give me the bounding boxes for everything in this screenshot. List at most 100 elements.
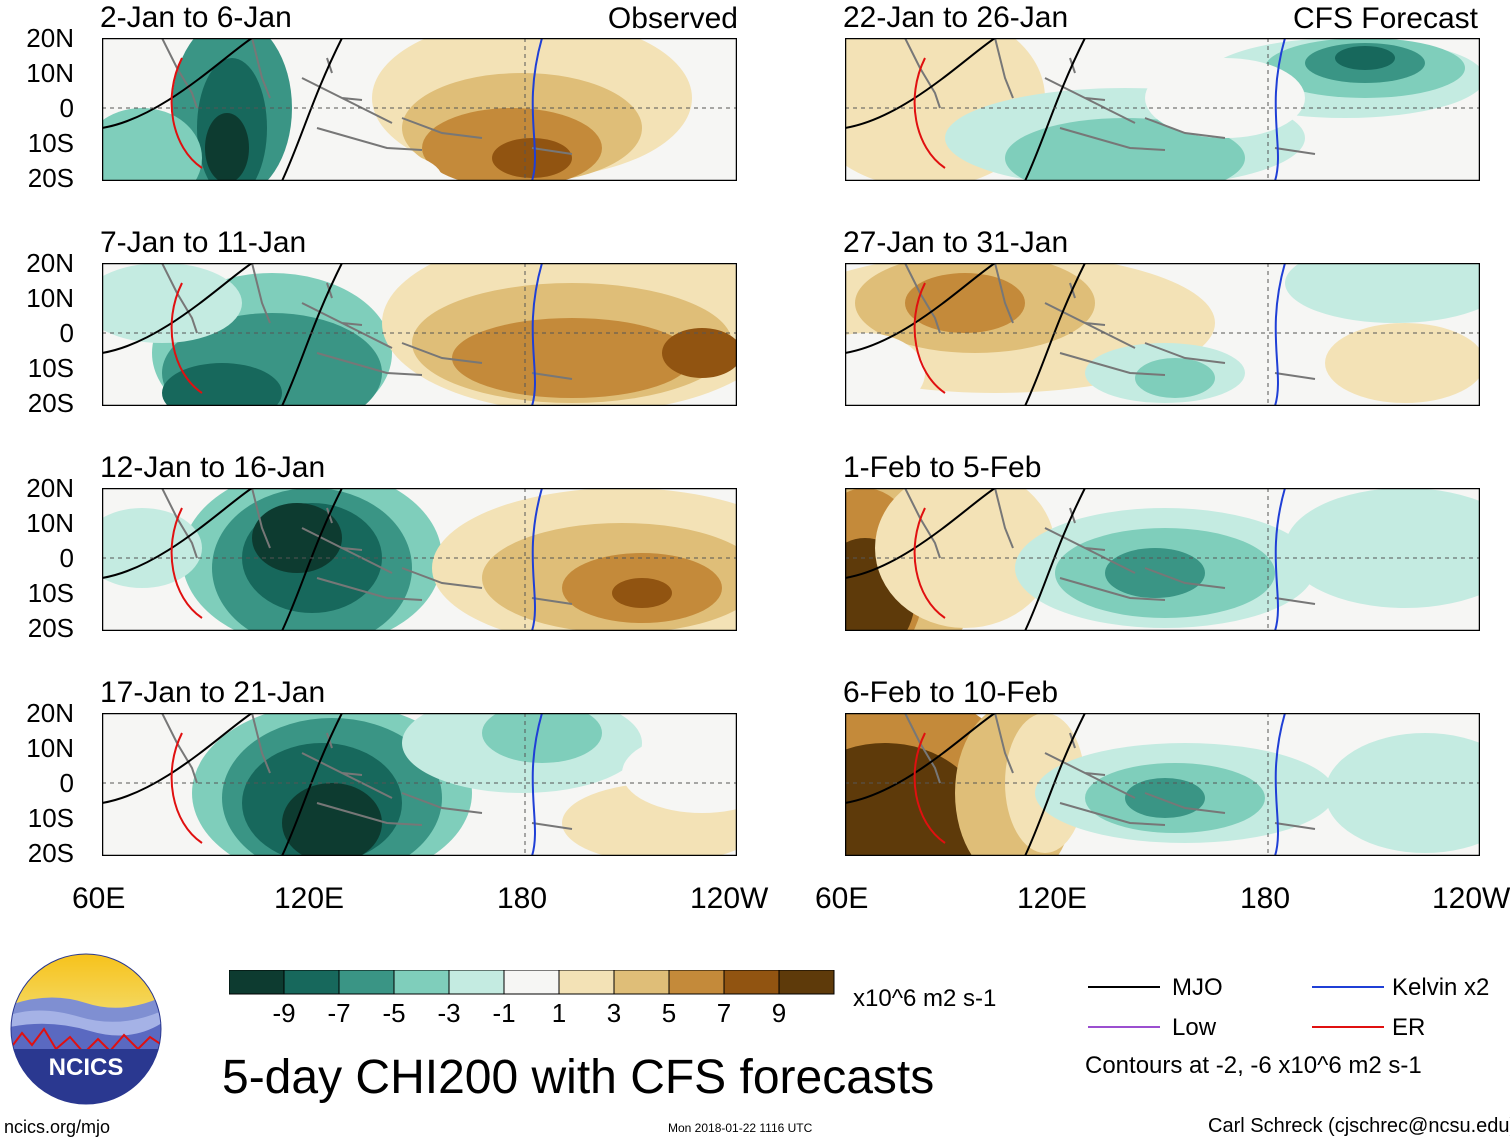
lon-label-120e: 120E [274,882,345,915]
er-contour [913,507,946,619]
legend-contours-note: Contours at -2, -6 x10^6 m2 s-1 [1085,1052,1422,1079]
map-plot [102,263,737,406]
lat-label: 20N [26,698,74,728]
colorbar-tick-label: 1 [551,998,567,1028]
kelvin-contour [531,263,543,406]
er-contour [913,732,946,844]
kelvin-contour [1274,713,1286,856]
colorbar-tick-label: 3 [606,998,622,1028]
chi200-shading [162,363,282,406]
lat-label: 20S [27,838,74,868]
map-plot [845,38,1480,181]
kelvin-contour [531,488,543,631]
colorbar-swatch [393,969,450,995]
kelvin-contour [1274,263,1286,406]
er-contour [170,507,203,619]
lat-label: 0 [59,768,74,798]
mjo-contour [845,38,1086,181]
low-line-swatch [1088,1026,1160,1028]
lat-label: 10S [27,128,74,158]
chi200-shading [1285,263,1480,323]
chi200-shading [1135,358,1215,398]
map-frame [845,713,1480,856]
colorbar-swatch [448,969,505,995]
lon-label-60e: 60E [72,882,126,915]
er-contour [913,282,946,394]
panel-date-range: 2-Jan to 6-Jan [100,1,292,34]
chi200-shading [622,733,737,813]
chi200-shading [1335,46,1395,70]
lat-label: 20S [27,388,74,418]
chi200-shading [612,578,672,608]
colorbar-tick-label: -5 [382,998,406,1028]
chi200-shading [1285,488,1480,608]
chi200-shading [492,138,572,178]
lat-label: 0 [59,543,74,573]
mjo-contour [102,488,343,631]
lon-label-180: 180 [1240,882,1291,915]
panel-date-range: 22-Jan to 26-Jan [843,1,1069,34]
legend-low: Low [1172,1014,1217,1041]
er-line-swatch [1312,1026,1384,1028]
chi200-shading [1125,778,1205,818]
forecast-label: CFS Forecast [1292,2,1478,35]
map-frame [845,38,1480,181]
mjo-contour [845,713,1086,856]
lat-label: 0 [59,93,74,123]
map-plot [102,713,737,856]
lon-label-120w: 120W [690,882,769,915]
panel-date-range: 6-Feb to 10-Feb [843,676,1059,709]
footer-site-link[interactable]: ncics.org/mjo [4,1117,111,1137]
lon-label-120w: 120W [1432,884,1510,914]
legend-er: ER [1392,1014,1426,1041]
panel-date-range: 27-Jan to 31-Jan [843,226,1069,259]
colorbar-tick-label: -9 [272,998,296,1028]
lat-label: 20S [27,163,74,193]
map-plot [845,488,1480,631]
chi200-shading [662,328,737,378]
panel-date-range: 17-Jan to 21-Jan [100,676,326,709]
map-frame [845,488,1480,631]
colorbar-swatch [558,969,615,995]
map-frame [102,38,737,181]
colorbar-tick-label: 7 [716,998,732,1028]
er-contour [170,732,203,844]
map-plot [845,713,1480,856]
colorbar-swatch [338,969,395,995]
colorbar-tick-label: -3 [437,998,461,1028]
chi200-shading [845,743,985,856]
mjo-contour [102,38,343,181]
colorbar-swatches [228,969,835,995]
logo-text: NCICS [49,1054,124,1081]
panel-date-range: 1-Feb to 5-Feb [843,451,1042,484]
chi200-shading [252,503,342,573]
lat-label: 20N [26,248,74,278]
lat-label: 20N [26,473,74,503]
colorbar-swatch [503,969,560,995]
colorbar-tick-label: 5 [661,998,677,1028]
chi200-shading [1105,548,1205,598]
lat-label: 10N [26,58,74,88]
chi200-shading [845,333,925,406]
chi200-shading [905,273,1025,333]
mjo-contour [845,488,1086,631]
chi200-shading [102,508,202,588]
kelvin-contour [531,713,543,856]
page-title: 5-day CHI200 with CFS forecasts [222,1051,935,1104]
lat-label: 20N [26,23,74,53]
colorbar-swatch [778,969,835,995]
lat-label: 20S [27,613,74,643]
footer-author: Carl Schreck (cjschrec@ncsu.edu) [1208,1115,1510,1137]
colorbar-swatch [228,969,285,995]
chi200-shading [205,113,249,181]
lat-label: 10N [26,508,74,538]
map-frame [102,713,737,856]
map-plot [102,488,737,631]
er-contour [913,57,946,169]
kelvin-contour [531,38,543,181]
colorbar-tick-label: 9 [771,998,787,1028]
legend-kelvin: Kelvin x2 [1392,974,1490,1001]
legend-mjo: MJO [1172,974,1223,1001]
lat-label: 10S [27,803,74,833]
er-contour [170,57,203,169]
